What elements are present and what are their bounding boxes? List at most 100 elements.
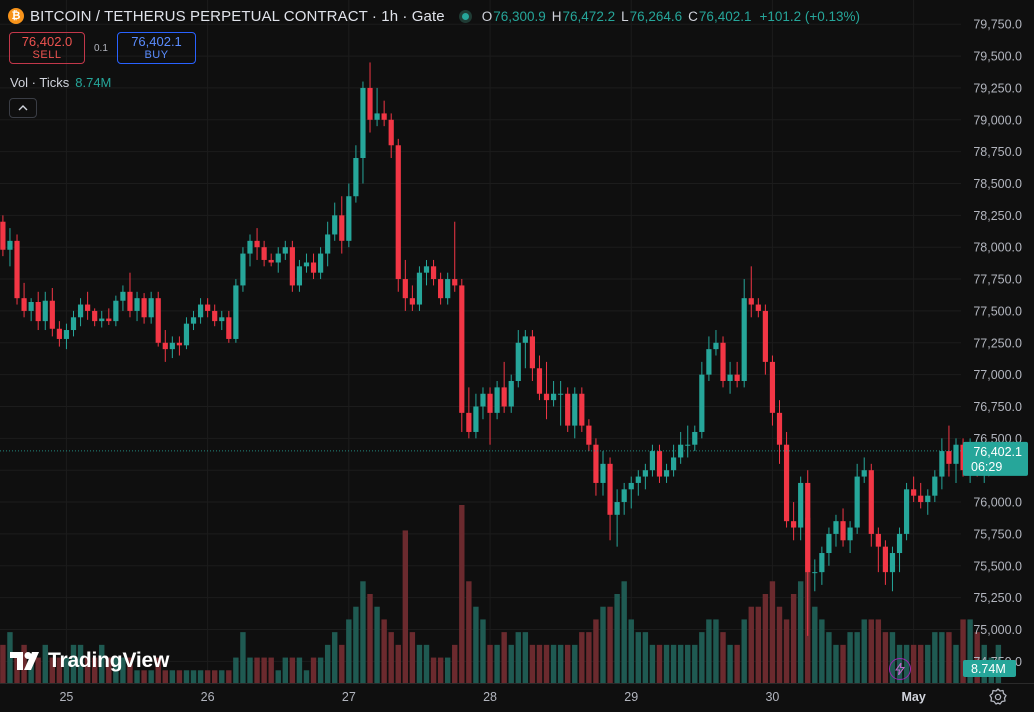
candle-body xyxy=(805,482,811,573)
volume-bar xyxy=(77,644,84,683)
sell-button[interactable]: 76,402.0 SELL xyxy=(9,32,85,64)
candle-body xyxy=(487,393,493,413)
volume-bar xyxy=(706,619,712,683)
candle-body xyxy=(318,253,324,273)
volume-bar xyxy=(416,644,423,683)
volume-bar xyxy=(466,581,472,683)
candle-body xyxy=(367,87,373,120)
candle-body xyxy=(289,247,295,286)
volume-bar xyxy=(635,632,641,683)
candle-body xyxy=(607,463,613,515)
volume-bar xyxy=(197,670,204,683)
candle-body xyxy=(70,317,77,331)
volume-bar xyxy=(889,632,896,683)
volume-bar xyxy=(579,632,585,683)
volume-bar xyxy=(670,644,677,683)
volume-bar xyxy=(572,644,578,683)
volume-bar xyxy=(395,644,401,683)
candle-body xyxy=(49,300,55,329)
volume-bar xyxy=(120,657,126,683)
ohlc-values: O76,300.9 H76,472.2 L76,264.6 C76,402.1 xyxy=(482,9,758,24)
volume-bar xyxy=(875,619,882,683)
candle-body xyxy=(946,451,952,464)
volume-bar xyxy=(374,606,380,683)
candle-body xyxy=(339,215,345,241)
volume-bar xyxy=(529,644,536,683)
volume-bar xyxy=(452,644,458,683)
candle-body xyxy=(741,298,747,382)
volume-bar xyxy=(35,657,41,683)
volume-bar xyxy=(268,657,274,683)
candle-body xyxy=(642,470,648,477)
volume-bar xyxy=(388,632,394,683)
lightning-icon[interactable] xyxy=(889,658,911,680)
volume-bar xyxy=(833,644,839,683)
candle-body xyxy=(176,342,182,346)
candle-body xyxy=(56,328,62,339)
volume-bar xyxy=(819,619,825,683)
candle-body xyxy=(593,444,599,483)
candle-body xyxy=(932,476,938,496)
gear-icon[interactable] xyxy=(988,687,1008,707)
last-volume-value: 8.74M xyxy=(971,662,1006,676)
volume-bar xyxy=(692,644,698,683)
candle-body xyxy=(162,342,168,350)
price-axis[interactable]: 74,750.075,000.075,250.075,500.075,750.0… xyxy=(963,18,1028,677)
volume-bar xyxy=(473,606,479,683)
volume-bar xyxy=(741,619,747,683)
candle-body xyxy=(699,374,705,432)
volume-bar xyxy=(790,594,797,683)
buy-button[interactable]: 76,402.1 BUY xyxy=(117,32,196,64)
candle-body xyxy=(663,470,670,477)
volume-bar xyxy=(925,644,931,683)
volume-bar xyxy=(148,670,154,683)
volume-bar xyxy=(0,644,6,683)
volume-bar xyxy=(437,657,444,683)
time-axis[interactable]: 25 26 27 28 29 30 May xyxy=(0,683,1034,705)
symbol-header: ₿ BITCOIN / TETHERUS PERPETUAL CONTRACT … xyxy=(8,6,860,26)
volume-bar xyxy=(113,657,119,683)
candle-body xyxy=(769,361,776,413)
tradingview-logo[interactable]: TradingView xyxy=(10,649,169,673)
candle-body xyxy=(353,158,359,197)
symbol-title[interactable]: BITCOIN / TETHERUS PERPETUAL CONTRACT · … xyxy=(30,7,445,25)
candle-body xyxy=(99,318,105,322)
candle-body xyxy=(671,457,677,471)
candle-body xyxy=(494,387,500,413)
candle-body xyxy=(473,406,479,432)
volume-legend-value: 8.74M xyxy=(75,75,112,90)
volume-bar xyxy=(7,632,13,683)
volume-bar xyxy=(317,657,324,683)
price-tick-label: 75,500.0 xyxy=(973,559,1022,573)
volume-bar xyxy=(628,619,634,683)
volume-bar xyxy=(642,632,649,683)
volume-bar xyxy=(310,657,317,683)
candle-body xyxy=(205,304,211,311)
price-tick-label: 79,250.0 xyxy=(973,81,1022,95)
volume-bar xyxy=(70,644,77,683)
candle-body xyxy=(268,259,274,263)
time-tick-label: 25 xyxy=(59,690,73,704)
volume-bar xyxy=(324,644,331,683)
volume-bar xyxy=(339,644,345,683)
candle-body xyxy=(360,87,366,159)
volume-bar xyxy=(303,670,310,683)
collapse-legend-button[interactable] xyxy=(9,98,37,118)
candle-body xyxy=(120,291,126,301)
candle-body xyxy=(381,113,387,120)
volume-bar xyxy=(586,632,592,683)
volume-bar xyxy=(762,594,769,683)
volume-legend[interactable]: Vol · Ticks 8.74M xyxy=(10,75,111,90)
candle-body xyxy=(254,240,260,248)
price-tick-label: 78,250.0 xyxy=(973,209,1022,223)
price-tick-label: 75,000.0 xyxy=(973,623,1022,637)
candle-body xyxy=(543,393,550,401)
volume-bar xyxy=(536,644,543,683)
price-tick-label: 75,750.0 xyxy=(973,527,1022,541)
volume-bar xyxy=(212,670,218,683)
volume-bar xyxy=(840,644,846,683)
volume-bar xyxy=(713,619,719,683)
ohlc-key: L xyxy=(621,8,629,24)
volume-bar xyxy=(727,644,733,683)
